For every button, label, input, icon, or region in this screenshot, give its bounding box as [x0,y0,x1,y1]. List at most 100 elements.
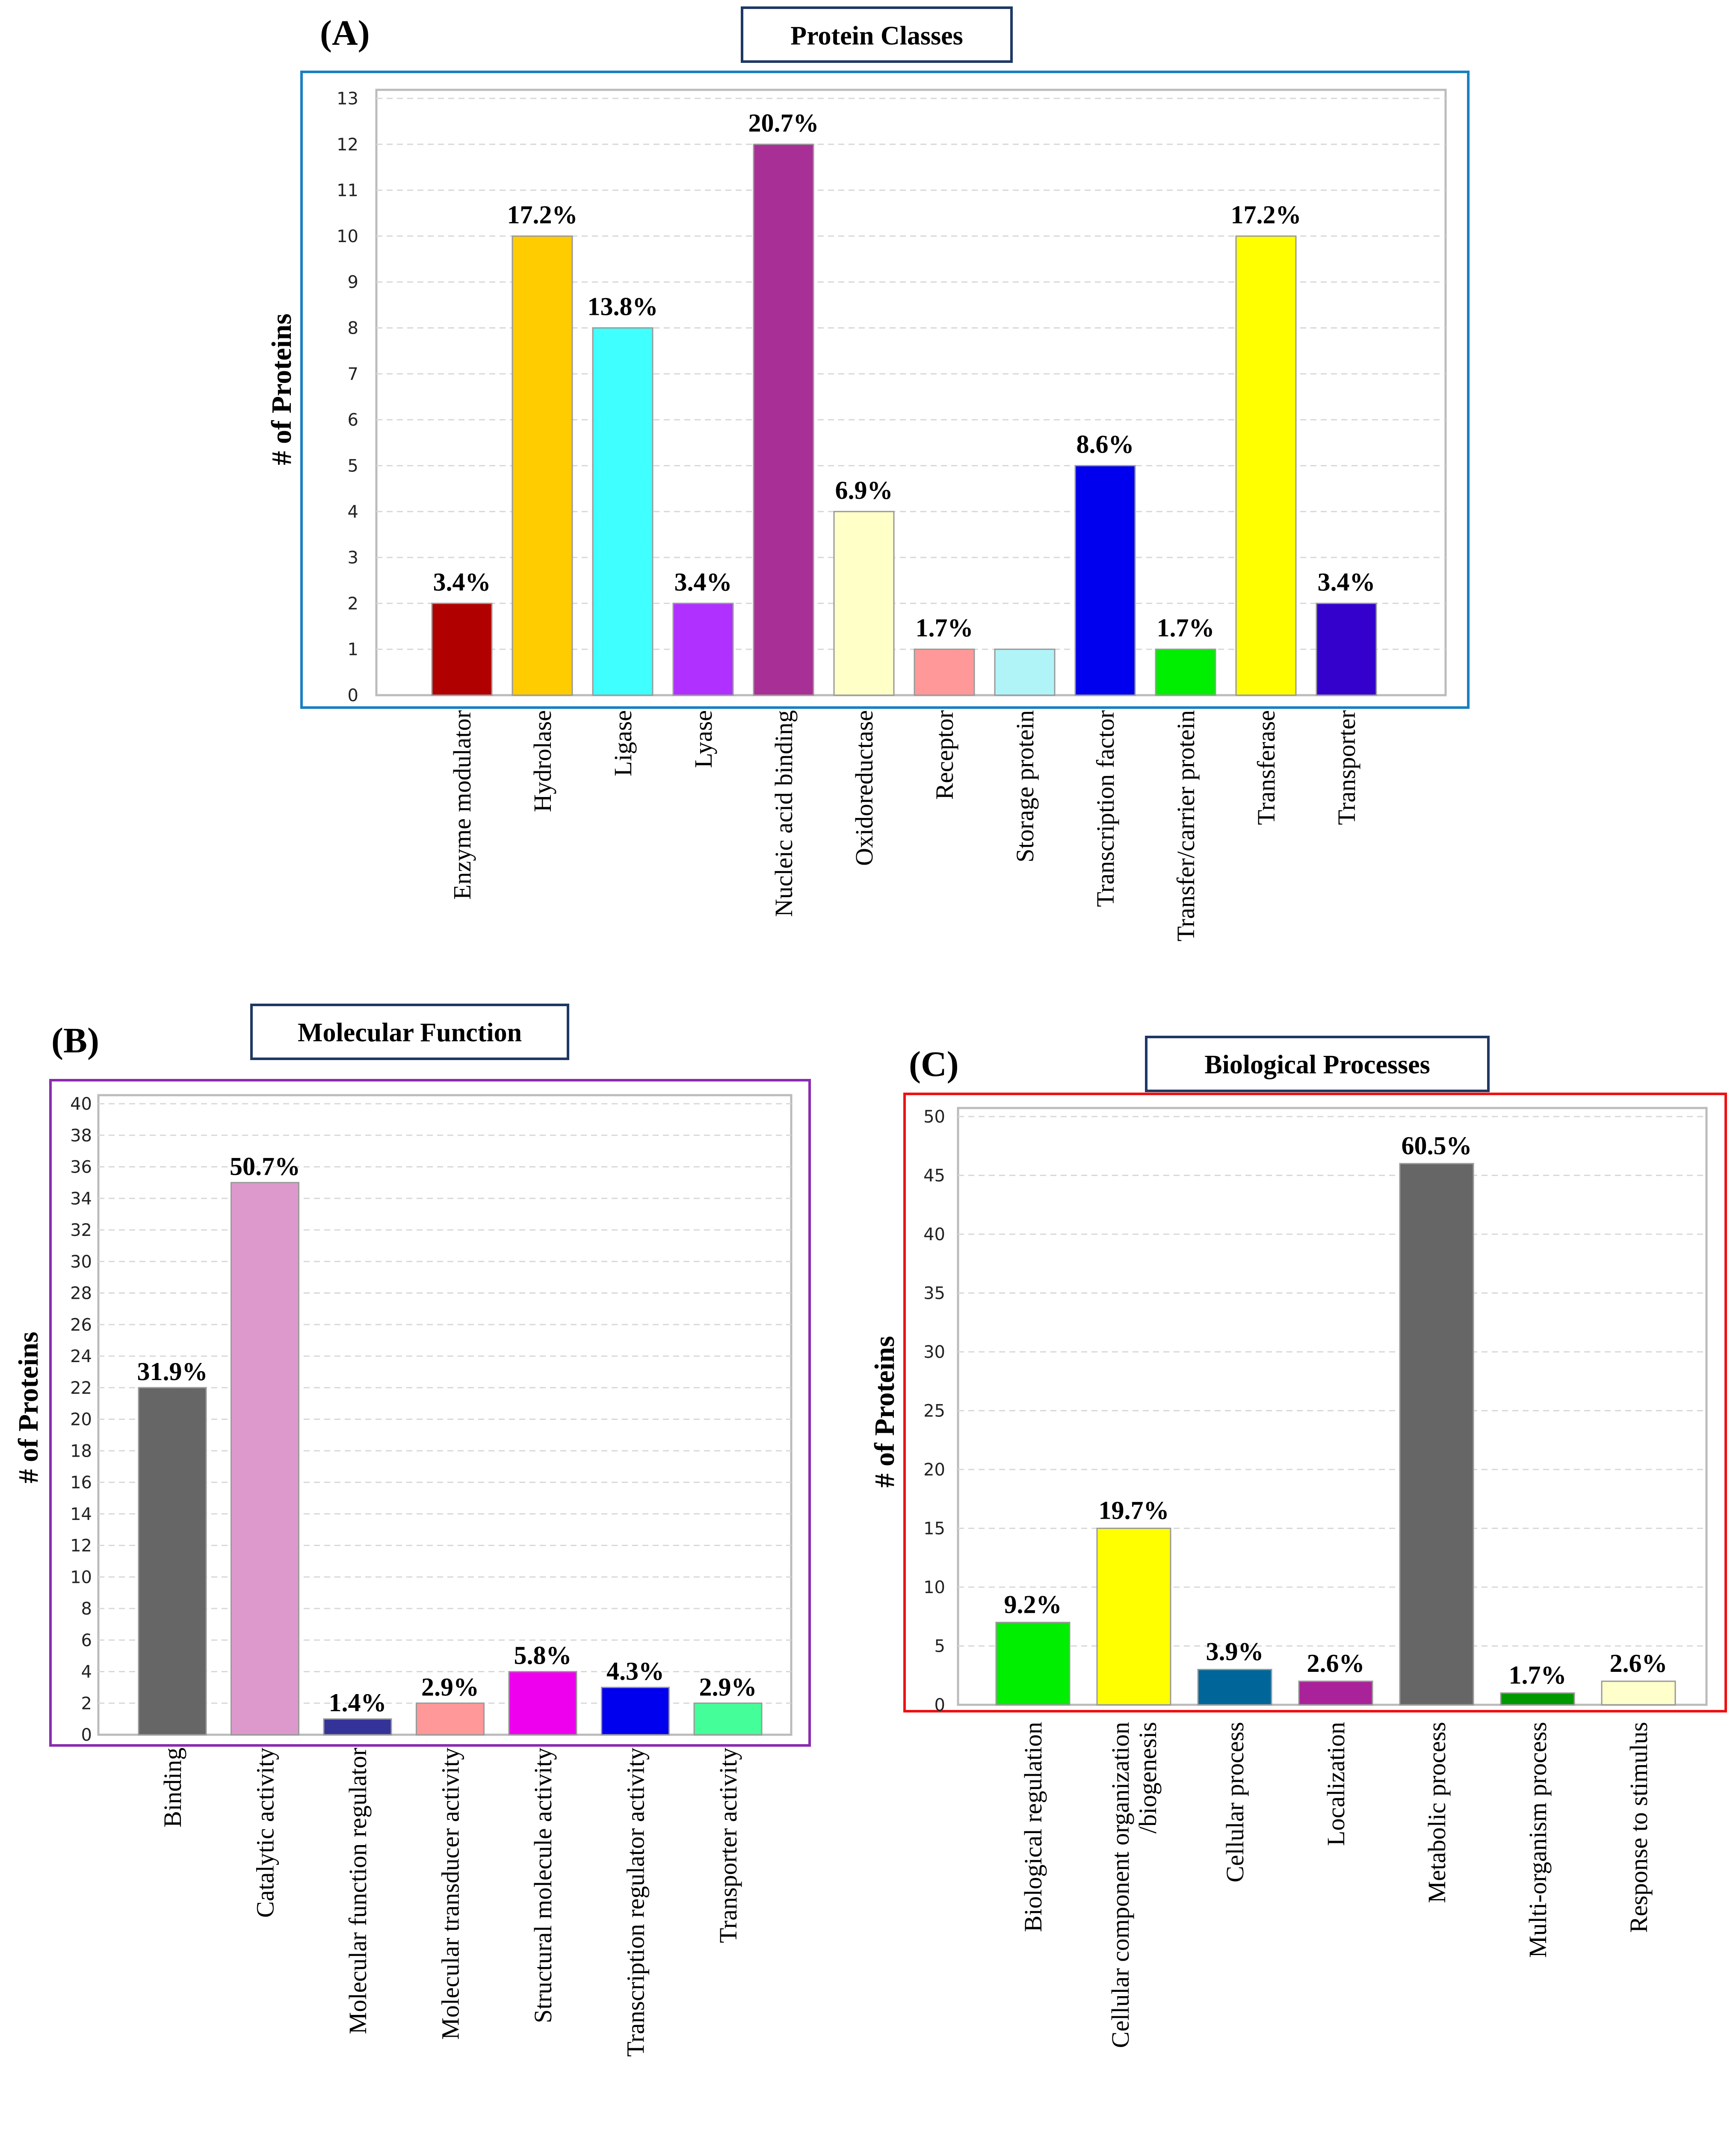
data-label-a-5: 6.9% [835,476,893,504]
y-tick-label-c: 45 [923,1166,945,1186]
data-label-b-4: 5.8% [514,1641,572,1670]
data-label-a-0: 3.4% [433,568,491,596]
category-label-a-7: Storage protein [1011,710,1039,862]
bar-a-9 [1155,649,1216,696]
category-label-a-4: Nucleic acid binding [770,710,798,917]
y-tick-label-b: 22 [70,1378,92,1398]
y-tick-label-b: 26 [70,1315,92,1335]
category-label-a-9: Transfer/carrier protein [1172,710,1200,942]
y-tick-label-a: 12 [337,135,358,154]
y-tick-label-a: 7 [348,364,358,384]
category-label-b-3: Molecular transducer activity [437,1748,464,2040]
y-axis-label-a: # of Proteins [266,314,297,465]
category-label-c-4: Metabolic process [1423,1722,1451,1903]
data-label-a-11: 3.4% [1318,568,1375,596]
bar-c-5 [1500,1692,1575,1706]
panel-b-title-box [250,1004,569,1060]
data-label-a-2: 13.8% [588,293,658,321]
data-label-b-2: 1.4% [329,1689,387,1717]
y-tick-label-b: 24 [70,1347,92,1366]
category-label-b-2: Molecular function regulator [344,1748,372,2034]
y-tick-label-a: 1 [348,640,358,660]
data-label-c-2: 3.9% [1206,1638,1264,1666]
bar-b-1 [231,1182,299,1736]
category-label-c-2: Cellular process [1221,1722,1249,1882]
y-tick-label-a: 6 [348,410,358,430]
category-label-a-11: Transporter [1333,710,1360,825]
category-label-c-1: Cellular component organization [1106,1722,1134,2048]
bar-a-7 [994,649,1056,696]
bar-c-3 [1298,1680,1373,1706]
y-tick-label-a: 9 [348,273,358,292]
panel-a-letter: (A) [320,13,370,53]
bar-a-3 [672,602,734,696]
y-tick-label-a: 0 [348,686,358,705]
bar-b-0 [138,1387,207,1736]
data-label-b-3: 2.9% [421,1673,479,1701]
y-tick-label-b: 12 [70,1536,92,1556]
data-label-c-6: 2.6% [1610,1649,1668,1677]
bar-b-4 [508,1671,577,1736]
category-label-a-3: Lyase [689,710,717,768]
category-label-a-1: Hydrolase [529,710,556,812]
y-tick-label-a: 5 [348,456,358,476]
data-label-a-6: 1.7% [916,614,973,642]
panel-b-title: Molecular Function [298,1018,522,1047]
y-tick-label-b: 38 [70,1126,92,1146]
data-label-b-1: 50.7% [230,1152,300,1180]
category-label-a-5: Oxidoreductase [850,710,878,866]
data-label-c-4: 60.5% [1402,1132,1472,1160]
panel-a-title-box [741,6,1013,63]
y-tick-label-b: 2 [81,1694,92,1713]
y-tick-label-b: 0 [81,1725,92,1745]
y-tick-label-c: 15 [923,1519,945,1539]
plot-area-b [97,1094,793,1736]
plot-area-c [957,1107,1708,1706]
y-tick-label-b: 18 [70,1441,92,1461]
category-label-a-6: Receptor [931,710,958,800]
category-label-c-3: Localization [1322,1722,1350,1846]
y-tick-label-a: 3 [348,548,358,568]
data-label-a-8: 8.6% [1076,430,1134,458]
y-tick-label-b: 16 [70,1473,92,1493]
bar-a-6 [914,649,975,696]
category-label-a-10: Transferase [1252,710,1280,825]
category-label-a-0: Enzyme modulator [448,710,476,900]
data-label-b-0: 31.9% [137,1357,208,1386]
y-tick-label-b: 14 [70,1505,92,1524]
bar-b-2 [323,1718,392,1736]
data-label-b-6: 2.9% [699,1673,757,1701]
y-axis-label-b: # of Proteins [13,1332,44,1483]
y-tick-label-c: 5 [935,1637,945,1656]
category-label-b-4: Structural molecule activity [529,1748,557,2023]
y-tick-label-c: 0 [935,1695,945,1715]
y-tick-label-b: 34 [70,1189,92,1209]
data-label-a-9: 1.7% [1157,614,1215,642]
y-tick-label-b: 28 [70,1284,92,1304]
y-tick-label-b: 30 [70,1252,92,1272]
data-label-c-0: 9.2% [1004,1591,1062,1619]
category-label-c-1: /biogenesis [1134,1722,1162,1834]
bar-a-11 [1316,602,1377,696]
data-label-c-1: 19.7% [1099,1496,1169,1525]
panel-c-title: Biological Processes [1204,1050,1430,1079]
y-tick-label-c: 50 [923,1107,945,1127]
bar-a-10 [1235,235,1297,696]
y-tick-label-b: 4 [81,1662,92,1682]
category-label-b-1: Catalytic activity [251,1748,279,1918]
category-label-c-6: Response to stimulus [1625,1722,1653,1933]
category-label-a-2: Ligase [609,710,637,776]
panel-b-letter: (B) [51,1021,99,1061]
y-tick-label-c: 25 [923,1401,945,1421]
y-tick-label-b: 6 [81,1631,92,1650]
panel-c-chart: 0 5 10 15 20 25 30 35 40 45 50 # of Proteins 9.2% Bio… [869,1107,1708,2048]
data-label-a-4: 20.7% [748,109,819,137]
y-tick-label-a: 8 [348,319,358,338]
y-tick-label-b: 10 [70,1567,92,1587]
bar-a-5 [833,511,895,696]
y-tick-label-b: 20 [70,1410,92,1430]
y-tick-label-c: 40 [923,1225,945,1244]
